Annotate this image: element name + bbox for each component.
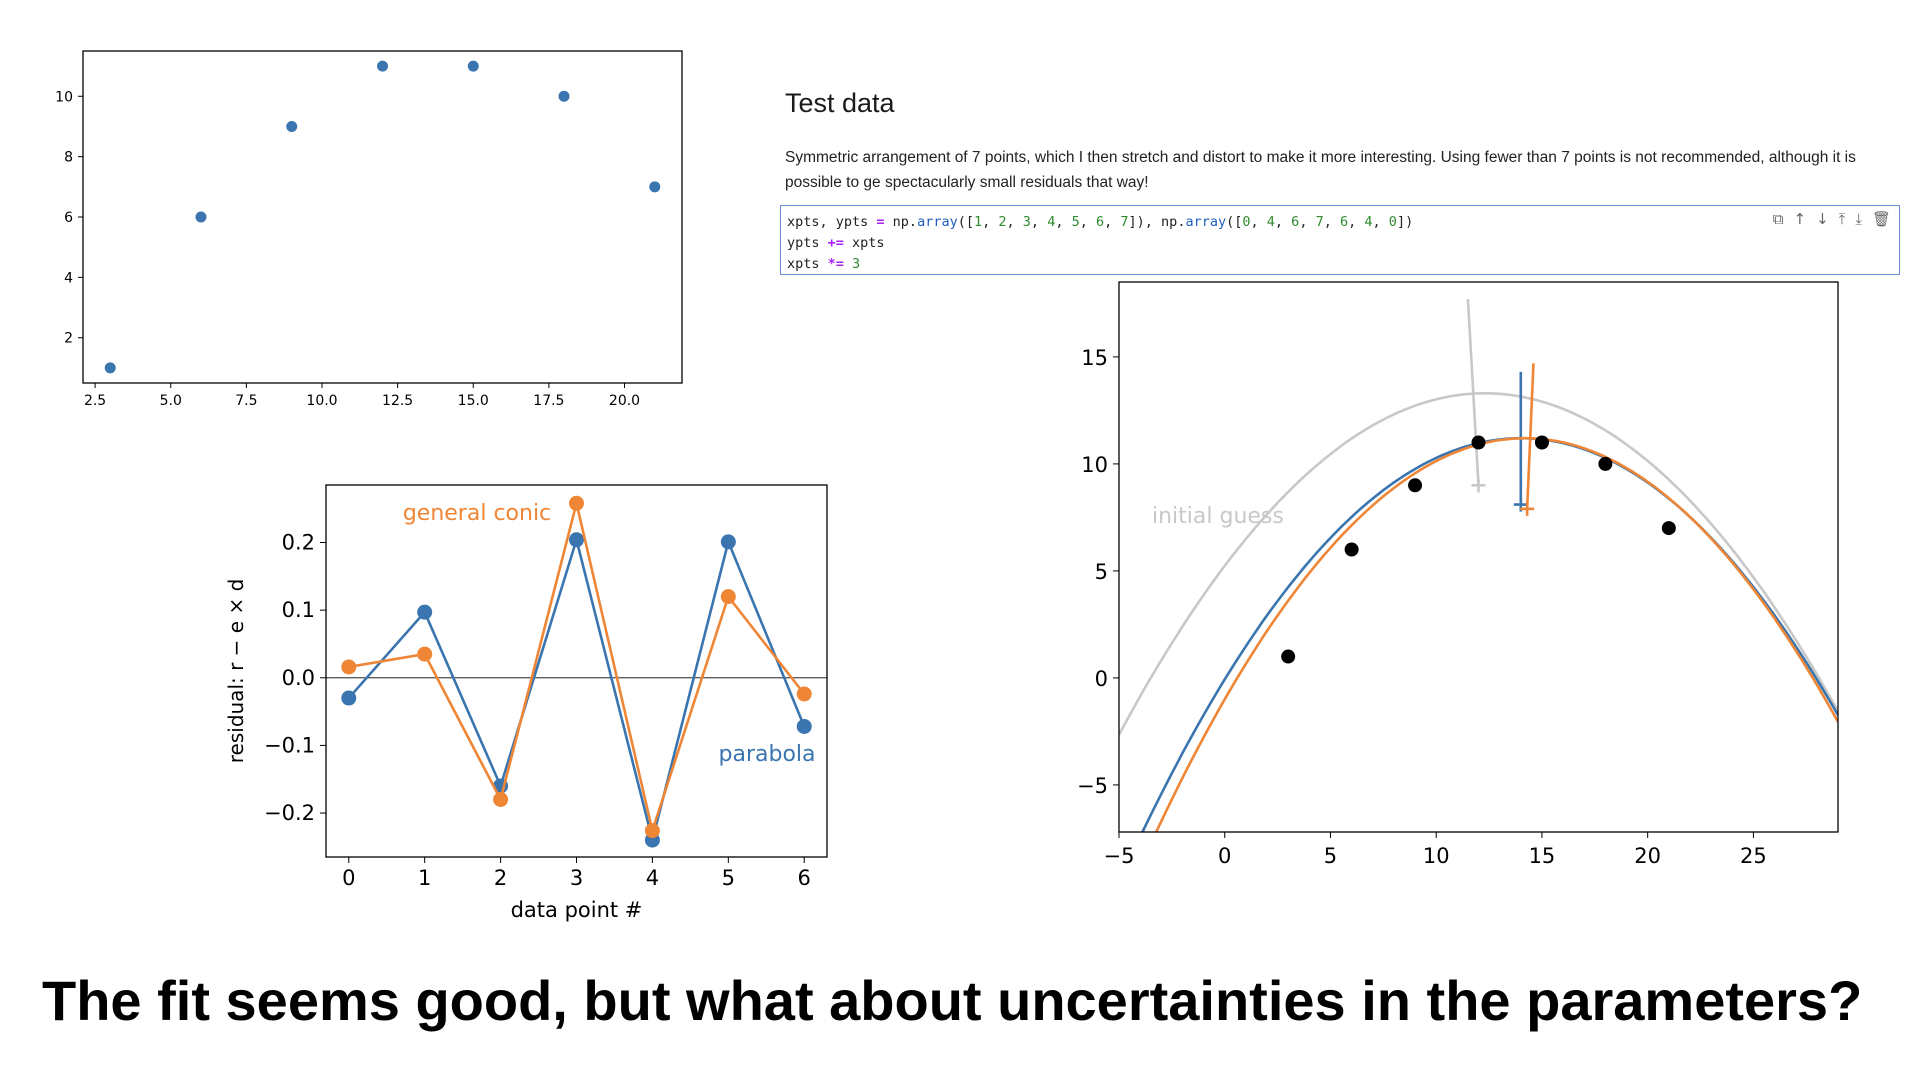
residual-point — [644, 823, 660, 839]
residual-point — [569, 495, 584, 511]
scatter-point — [377, 60, 388, 72]
scatter-point — [286, 120, 298, 132]
fit-data-point — [1471, 435, 1486, 450]
residual-y-tick-label: 0.1 — [282, 598, 315, 622]
scatter-y-tick-label: 8 — [64, 150, 73, 166]
scatter-x-tick-label: 7.5 — [235, 393, 257, 409]
slide-caption: The fit seems good, but what about uncer… — [42, 969, 1863, 1032]
fit-y-tick-label: −5 — [1077, 774, 1108, 798]
residual-point — [417, 646, 433, 662]
residual-point — [720, 589, 736, 605]
residual-point — [493, 792, 509, 808]
fit-y-tick-label: 15 — [1081, 346, 1108, 370]
code-cell[interactable]: xpts, ypts = np.array([1, 2, 3, 4, 5, 6,… — [780, 205, 1900, 275]
scatter-point — [104, 362, 116, 374]
residual-y-tick-label: 0.0 — [282, 666, 315, 690]
fit-data-point — [1344, 542, 1359, 557]
fit-x-tick-label: 25 — [1740, 844, 1767, 868]
fit-y-tick-label: 5 — [1095, 560, 1108, 584]
fit-x-tick-label: 5 — [1324, 844, 1337, 868]
residual-x-axis-label: data point # — [511, 898, 643, 922]
residual-x-tick-label: 6 — [798, 866, 811, 890]
residual-x-tick-label: 5 — [722, 866, 735, 890]
residual-label-parabola: parabola — [719, 742, 816, 767]
scatter-point — [467, 60, 479, 72]
fit-y-tick-label: 10 — [1081, 453, 1108, 477]
fit-label-initial-guess: initial guess — [1152, 504, 1284, 529]
residual-label-general-conic: general conic — [403, 501, 551, 526]
residual-point — [417, 604, 433, 620]
residual-point — [341, 690, 357, 706]
scatter-y-tick-label: 2 — [64, 331, 73, 347]
cell-toolbar: ⧉ ↑ ↓ ⤒ ⤓ 🗑 — [1773, 210, 1891, 228]
scatter-x-tick-label: 10.0 — [306, 393, 337, 409]
code-line-1: xpts, ypts = np.array([1, 2, 3, 4, 5, 6,… — [787, 214, 1414, 230]
residual-x-tick-label: 0 — [342, 866, 355, 890]
fit-axes-frame — [1118, 281, 1839, 833]
insert-above-icon[interactable]: ⤒ — [1838, 210, 1846, 228]
code-line-3: xpts *= 3 — [787, 256, 861, 272]
residual-series-line — [348, 502, 806, 836]
fit-axis-line — [1525, 363, 1535, 509]
fit-y-tick-label: 0 — [1095, 667, 1108, 691]
fit-data-point — [1281, 649, 1296, 664]
move-down-icon[interactable]: ↓ — [1816, 210, 1829, 228]
scatter-point — [195, 211, 207, 223]
residual-x-tick-label: 1 — [418, 866, 431, 890]
fit-plot-area — [1119, 299, 1838, 832]
scatter-x-tick-label: 17.5 — [533, 393, 564, 409]
scatter-x-tick-label: 15.0 — [458, 393, 489, 409]
scatter-y-tick-label: 4 — [64, 270, 73, 286]
residual-series-line — [347, 534, 806, 841]
fit-x-tick-label: 15 — [1529, 844, 1556, 868]
scatter-y-tick-label: 6 — [64, 210, 73, 226]
fit-data-point — [1534, 435, 1549, 450]
copy-icon[interactable]: ⧉ — [1772, 210, 1784, 228]
scatter-x-tick-label: 2.5 — [84, 393, 106, 409]
scatter-x-tick-label: 20.0 — [609, 393, 640, 409]
residual-y-tick-label: 0.2 — [282, 530, 315, 554]
code-line-2: ypts += xpts — [787, 235, 885, 251]
move-up-icon[interactable]: ↑ — [1793, 210, 1807, 228]
fit-x-tick-label: 0 — [1218, 844, 1231, 868]
fit-plot: −5 0 5 10 15 20 25 −5 0 5 10 15 initial guess — [1077, 281, 1839, 868]
residual-x-tick-label: 3 — [570, 866, 583, 890]
fit-x-tick-label: 20 — [1634, 844, 1661, 868]
residual-point — [569, 532, 584, 548]
scatter-x-tick-label: 5.0 — [160, 393, 182, 409]
residual-point — [796, 686, 812, 702]
fit-curve — [1119, 392, 1838, 736]
residual-y-tick-label: −0.2 — [264, 801, 315, 825]
scatter-point — [558, 90, 570, 102]
cell-title: Test data — [785, 88, 895, 118]
scatter-axes-frame — [82, 50, 683, 384]
fit-data-point — [1408, 478, 1423, 493]
scatter-y-tick-label: 10 — [55, 89, 73, 105]
fit-x-tick-label: 10 — [1423, 844, 1450, 868]
fit-x-tick-label: −5 — [1104, 844, 1135, 868]
notebook-cell: Test data Symmetric arrangement of 7 poi… — [780, 88, 1910, 275]
fit-data-point — [1598, 456, 1613, 471]
residual-point — [796, 718, 812, 734]
insert-below-icon[interactable]: ⤓ — [1855, 210, 1862, 228]
residual-point — [720, 534, 736, 550]
scatter-point — [649, 181, 661, 193]
scatter-x-tick-label: 12.5 — [382, 393, 413, 409]
residual-plot: 0 1 2 3 4 5 6 −0.2 −0.1 0.0 0.1 0.2 data point # resi… — [224, 484, 828, 922]
delete-icon[interactable]: 🗑 — [1871, 210, 1891, 228]
residual-x-tick-label: 4 — [646, 866, 659, 890]
fit-axis-line — [1466, 299, 1480, 486]
residual-x-tick-label: 2 — [494, 866, 507, 890]
residual-point — [341, 659, 357, 675]
residual-y-axis-label: residual: r − e × d — [224, 579, 248, 764]
cell-description: Symmetric arrangement of 7 points, which… — [785, 149, 1856, 191]
residual-y-tick-label: −0.1 — [264, 733, 315, 757]
scatter-plot: 2.5 5.0 7.5 10.0 12.5 15.0 17.5 20.0 2 4 6 8 10 — [55, 50, 683, 409]
fit-data-point — [1661, 521, 1676, 536]
